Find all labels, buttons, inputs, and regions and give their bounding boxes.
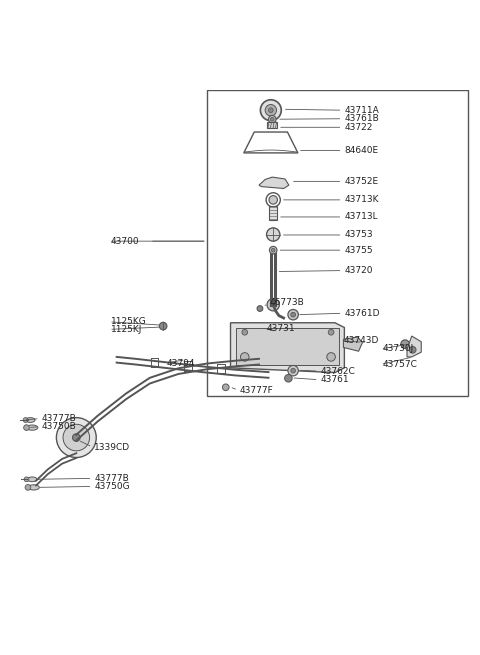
Text: 43761D: 43761D [344,309,380,318]
Circle shape [242,329,248,335]
Circle shape [328,329,334,335]
Circle shape [266,228,280,241]
Circle shape [288,309,299,320]
Text: 1339CD: 1339CD [95,443,131,451]
Circle shape [25,485,31,490]
Circle shape [56,418,96,457]
Bar [207,90,468,396]
Circle shape [271,248,275,252]
Circle shape [291,312,296,317]
Circle shape [327,352,336,361]
Polygon shape [230,323,344,373]
Polygon shape [236,328,339,365]
Circle shape [257,306,263,311]
Circle shape [269,196,277,204]
Text: 43750B: 43750B [42,422,76,431]
Text: 43777F: 43777F [240,386,274,394]
Circle shape [409,346,416,353]
Circle shape [24,477,29,481]
Text: 43720: 43720 [344,266,373,275]
Circle shape [63,424,90,451]
Text: 1125KJ: 1125KJ [111,325,143,334]
Ellipse shape [26,425,38,430]
Circle shape [240,352,249,361]
Text: 43750G: 43750G [95,482,130,491]
Text: 43794: 43794 [167,358,195,367]
Text: 43755: 43755 [344,246,373,255]
Text: 43761: 43761 [321,375,349,384]
Text: 43777B: 43777B [95,474,129,483]
Circle shape [269,246,277,254]
Circle shape [72,434,80,441]
Ellipse shape [28,485,39,490]
Circle shape [222,384,229,390]
Text: 43752E: 43752E [344,177,379,186]
Circle shape [268,115,276,123]
Bar [266,122,277,128]
Text: 43731: 43731 [266,324,295,333]
Text: 43762C: 43762C [321,367,355,376]
Polygon shape [407,336,421,357]
Bar [269,206,277,220]
Circle shape [24,424,29,430]
Polygon shape [343,337,362,351]
Text: 84640E: 84640E [344,146,379,155]
Circle shape [291,368,296,373]
Text: 43757C: 43757C [383,360,417,369]
Circle shape [265,105,276,116]
Circle shape [261,100,281,121]
Text: 43713K: 43713K [344,195,379,204]
Circle shape [268,108,273,113]
Circle shape [267,299,279,311]
Circle shape [285,375,292,382]
Text: 43700: 43700 [111,236,140,246]
Circle shape [23,418,28,422]
Circle shape [288,365,299,376]
Text: 43743D: 43743D [343,336,379,345]
Text: 43711A: 43711A [344,105,379,115]
Circle shape [401,340,409,348]
Text: 43777B: 43777B [42,414,76,423]
Text: 43730J: 43730J [383,345,414,353]
Text: 1125KG: 1125KG [111,317,147,326]
Text: 43722: 43722 [344,122,373,132]
Text: 43713L: 43713L [344,212,378,221]
Ellipse shape [27,477,37,481]
Circle shape [159,322,167,330]
Text: 43753: 43753 [344,231,373,240]
Text: 46773B: 46773B [269,298,304,307]
Text: 43761B: 43761B [344,114,379,123]
Circle shape [270,117,274,121]
Polygon shape [259,177,289,189]
Ellipse shape [25,418,35,422]
